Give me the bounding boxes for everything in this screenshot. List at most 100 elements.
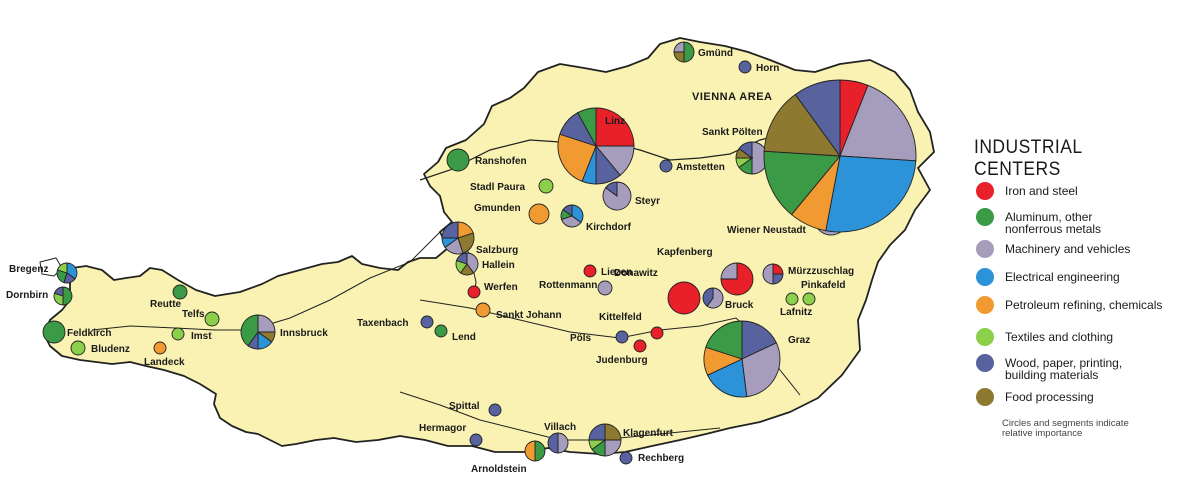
city-villach: Villach — [544, 422, 576, 454]
city-werfen: Werfen — [467, 282, 518, 299]
city-label-reutte: Reutte — [150, 299, 182, 310]
city-label-rottenmann: Rottenmann — [539, 280, 597, 291]
city-pols: Pöls — [570, 330, 629, 344]
city-stadl-paura: Stadl Paura — [470, 178, 554, 194]
segment-alu — [763, 150, 841, 216]
city-label-steyr: Steyr — [635, 196, 660, 207]
city-label-salzburg: Salzburg — [476, 245, 518, 256]
segment-tex — [785, 292, 799, 306]
segment-wood — [469, 433, 483, 447]
city-label-judenburg: Judenburg — [596, 355, 648, 366]
segment-food — [763, 93, 841, 157]
segment-alu — [577, 107, 597, 147]
legend-label-tex: Textiles and clothing — [1005, 330, 1114, 344]
segment-alu — [705, 320, 743, 360]
city-label-horn: Horn — [756, 63, 779, 74]
city-label-stadl-paura: Stadl Paura — [470, 182, 525, 193]
city-label-dornbirn: Dornbirn — [6, 290, 48, 301]
city-label-taxenbach: Taxenbach — [357, 318, 409, 329]
city-label-imst: Imst — [191, 331, 212, 342]
city-telfs: Telfs — [182, 309, 220, 327]
segment-iron — [467, 285, 481, 299]
legend-item-mach: Machinery and vehicles — [976, 240, 1130, 258]
segment-tex — [802, 292, 816, 306]
segment-mach — [706, 287, 724, 309]
legend-swatch-tex — [976, 328, 994, 346]
legend-label-petro: Petroleum refining, chemicals — [1005, 298, 1163, 312]
segment-iron — [633, 339, 647, 353]
segment-tex — [56, 262, 68, 274]
city-murzzuschlag: Mürzzuschlag — [762, 263, 854, 285]
city-bruck: Bruck — [702, 287, 754, 311]
city-spittal: Spittal — [449, 401, 502, 417]
segment-wood — [488, 403, 502, 417]
legend-note: Circles and segments indicate relative i… — [1002, 418, 1129, 439]
city-label-sankt-johann: Sankt Johann — [496, 310, 562, 321]
segment-alu — [62, 286, 73, 306]
segment-alu — [434, 324, 448, 338]
city-kapfenberg: Kapfenberg — [657, 247, 754, 296]
segment-iron — [720, 262, 754, 296]
legend-item-alu: Aluminum, other nonferrous metals — [976, 208, 1101, 235]
legend-swatch-wood — [976, 354, 994, 372]
city-label-bludenz: Bludenz — [91, 344, 130, 355]
segment-petro — [528, 203, 550, 225]
city-amstetten: Amstetten — [659, 159, 725, 173]
city-bludenz: Bludenz — [70, 340, 130, 356]
city-gmund: Gmünd — [673, 41, 733, 63]
city-taxenbach: Taxenbach — [357, 315, 434, 329]
segment-tex — [171, 327, 185, 341]
segment-petro — [557, 133, 597, 182]
city-label-ranshofen: Ranshofen — [475, 156, 527, 167]
segment-wood — [441, 221, 459, 239]
segment-tex — [538, 178, 554, 194]
legend-swatch-alu — [976, 208, 994, 226]
city-label-bruck: Bruck — [725, 300, 754, 311]
city-label-pols: Pöls — [570, 333, 592, 344]
segment-tex — [70, 340, 86, 356]
city-kittelfeld: Kittelfeld — [599, 312, 664, 340]
segment-tex — [204, 311, 220, 327]
city-hallein: Hallein — [455, 252, 515, 276]
city-label-gmunden: Gmunden — [474, 203, 521, 214]
city-label-spittal: Spittal — [449, 401, 480, 412]
city-label-donawitz: Donawitz — [614, 268, 658, 279]
city-label-innsbruck: Innsbruck — [280, 328, 328, 339]
city-dornbirn: Dornbirn — [6, 286, 73, 306]
city-label-lend: Lend — [452, 332, 476, 343]
city-label-wiener-neustadt: Wiener Neustadt — [727, 225, 806, 236]
vienna-area-label: VIENNA AREA — [692, 91, 772, 103]
segment-wood — [420, 315, 434, 329]
segment-wood — [619, 451, 633, 465]
city-label-pinkafeld: Pinkafeld — [801, 280, 845, 291]
segment-mach — [720, 262, 738, 280]
segment-wood — [588, 423, 606, 441]
city-sankt-johann: Sankt Johann — [475, 302, 562, 321]
legend-label-mach: Machinery and vehicles — [1005, 242, 1131, 256]
city-arnoldstein: Arnoldstein — [471, 440, 546, 475]
segment-wood — [455, 252, 468, 265]
city-label-klagenfurt: Klagenfurt — [623, 428, 674, 439]
city-donawitz: Donawitz — [614, 268, 701, 315]
segment-alu — [240, 314, 259, 347]
segment-petro — [153, 341, 167, 355]
segment-elec — [707, 358, 748, 398]
city-label-arnoldstein: Arnoldstein — [471, 464, 527, 475]
segment-wood — [659, 159, 673, 173]
city-lafnitz: Lafnitz — [780, 292, 812, 318]
city-rottenmann: Rottenmann — [539, 280, 613, 296]
segment-alu — [534, 440, 546, 462]
city-bregenz: Bregenz — [9, 262, 78, 284]
city-label-hermagor: Hermagor — [419, 423, 466, 434]
segment-mach — [741, 342, 781, 398]
segment-wood — [53, 286, 64, 297]
segment-mach — [560, 215, 582, 228]
industrial-centers-layer: Gmünd Horn Linz Sankt Pölten Amstetten Ransho… — [6, 41, 917, 475]
legend-label-food: Food processing — [1005, 390, 1094, 404]
city-label-landeck: Landeck — [144, 357, 185, 368]
city-label-hallein: Hallein — [482, 260, 515, 271]
legend-swatch-mach — [976, 240, 994, 258]
city-landeck: Landeck — [144, 341, 185, 368]
legend-swatch-petro — [976, 296, 994, 314]
